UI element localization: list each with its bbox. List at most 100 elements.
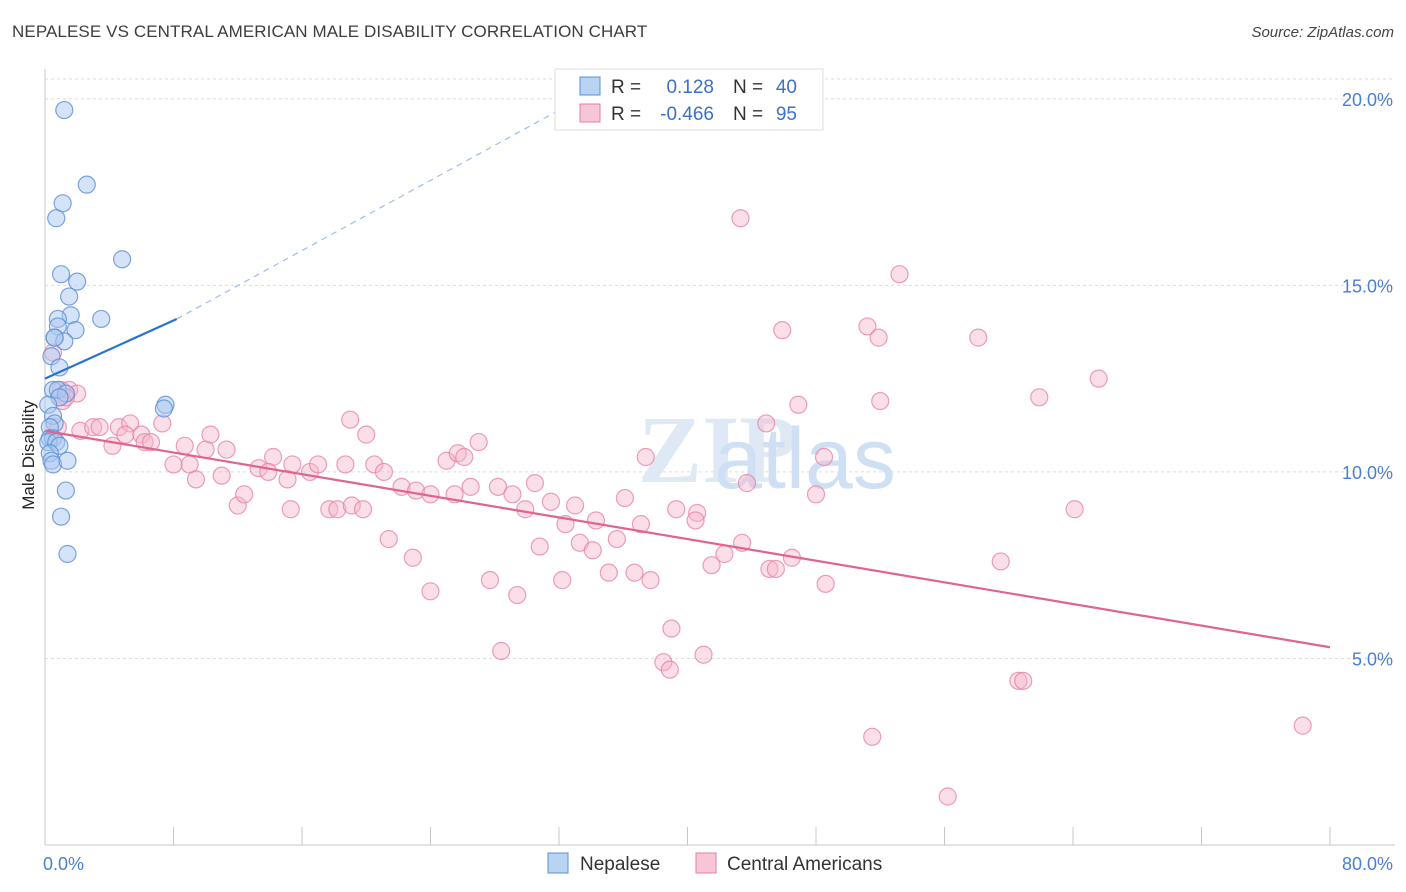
- nepalese-point: [59, 287, 79, 306]
- central-americans-point: [969, 328, 988, 347]
- nepalese-point: [56, 481, 75, 500]
- watermark-atlas: atlas: [714, 411, 896, 507]
- central-americans-point: [583, 541, 602, 560]
- central-americans-point: [328, 500, 347, 519]
- central-americans-point: [1009, 671, 1028, 690]
- central-americans-point: [212, 466, 231, 485]
- central-americans-point: [403, 548, 422, 567]
- central-americans-point: [991, 552, 1010, 571]
- central-americans-point: [871, 391, 890, 411]
- y-tick-label: 5.0%: [1352, 649, 1393, 669]
- central-americans-point: [1293, 716, 1312, 735]
- central-americans-point: [757, 414, 776, 433]
- nepalese-point: [66, 321, 85, 340]
- central-americans-point: [357, 425, 376, 444]
- central-americans-point: [103, 436, 122, 455]
- central-americans-point: [164, 455, 183, 474]
- correlation-legend: R = 0.128 N = 40 R = -0.466 N = 95: [554, 68, 824, 131]
- central-americans-point: [737, 474, 757, 493]
- central-americans-point: [599, 563, 618, 582]
- nepalese-points: [39, 100, 175, 564]
- central-americans-point: [175, 436, 194, 455]
- central-americans-point: [186, 470, 206, 489]
- central-americans-point: [615, 488, 634, 508]
- central-americans-point: [336, 455, 355, 474]
- grid: [45, 78, 1395, 659]
- central-americans-point: [109, 418, 128, 437]
- central-americans-points: [43, 209, 1312, 806]
- central-americans-point: [660, 660, 679, 679]
- nepalese-point: [68, 272, 87, 291]
- central-americans-point: [631, 515, 651, 534]
- watermark: ZIP: [638, 396, 798, 503]
- central-americans-point: [667, 500, 686, 519]
- series-legend: Nepalese Central Americans: [547, 852, 882, 875]
- central-americans-point: [365, 455, 384, 474]
- chart-title: NEPALESE VS CENTRAL AMERICAN MALE DISABI…: [12, 22, 648, 41]
- chart-source: Source: ZipAtlas.com: [1251, 24, 1394, 41]
- nepalese-point: [47, 209, 66, 228]
- central-americans-point: [625, 563, 644, 582]
- central-americans-point: [196, 440, 215, 459]
- central-americans-point: [488, 477, 508, 496]
- central-americans-point: [636, 447, 655, 467]
- central-americans-point: [508, 585, 527, 605]
- central-americans-point: [492, 641, 511, 661]
- x-tick-label-max: 80.0%: [1342, 854, 1393, 874]
- central-americans-point: [686, 511, 705, 530]
- central-americans-point: [766, 559, 785, 579]
- legend-r-value-1: 0.128: [666, 77, 714, 98]
- central-americans-point: [121, 414, 140, 433]
- central-americans-point: [374, 462, 394, 482]
- central-americans-point: [863, 727, 882, 746]
- central-americans-point: [694, 645, 713, 664]
- central-americans-point: [455, 447, 474, 467]
- y-tick-label: 10.0%: [1342, 463, 1393, 483]
- y-tick-labels: 5.0% 10.0% 15.0% 20.0%: [1342, 90, 1393, 670]
- nepalese-point: [92, 309, 111, 329]
- nepalese-point: [45, 328, 64, 347]
- central-americans-point: [1014, 671, 1033, 690]
- nepalese-trend-extension: [176, 83, 608, 320]
- central-americans-point: [702, 556, 721, 575]
- x-tick-label-min: 0.0%: [43, 854, 84, 874]
- central-americans-point: [480, 571, 500, 590]
- legend-r-label-1: R =: [611, 77, 641, 98]
- central-americans-point: [235, 485, 254, 504]
- y-axis-label: Male Disability: [19, 400, 38, 510]
- nepalese-point: [77, 175, 96, 194]
- nepalese-point: [154, 399, 173, 418]
- legend-n-label-1: N =: [733, 77, 763, 98]
- nepalese-point: [51, 265, 71, 284]
- nepalese-point: [50, 358, 69, 377]
- central-americans-point: [607, 529, 626, 549]
- legend-n-label-2: N =: [733, 104, 763, 125]
- central-americans-point: [259, 462, 278, 482]
- central-americans-point: [153, 414, 172, 433]
- trend-lines: [44, 83, 1331, 649]
- y-tick-label: 15.0%: [1342, 276, 1393, 296]
- central-americans-point: [662, 619, 681, 638]
- central-americans-point: [890, 265, 909, 284]
- legend-r-label-2: R =: [611, 104, 641, 125]
- nepalese-point: [112, 250, 132, 269]
- central-americans-point: [341, 410, 360, 429]
- central-americans-point: [90, 418, 109, 437]
- central-americans-point: [688, 503, 707, 523]
- nepalese-point: [58, 451, 77, 470]
- central-americans-point: [789, 395, 808, 414]
- central-americans-point: [342, 496, 361, 515]
- legend-r-value-2: -0.466: [660, 104, 714, 125]
- central-americans-point: [586, 511, 606, 530]
- central-americans-point: [641, 571, 660, 590]
- nepalese-point: [51, 507, 71, 526]
- central-americans-point: [84, 418, 103, 437]
- central-americans-point: [228, 496, 247, 515]
- central-americans-point: [715, 544, 734, 564]
- central-americans-point: [541, 492, 561, 511]
- legend-swatch-central-americans: [579, 103, 601, 123]
- central-americans-point: [814, 447, 834, 467]
- legend-swatch-nepalese: [579, 76, 601, 96]
- central-americans-point: [503, 485, 522, 504]
